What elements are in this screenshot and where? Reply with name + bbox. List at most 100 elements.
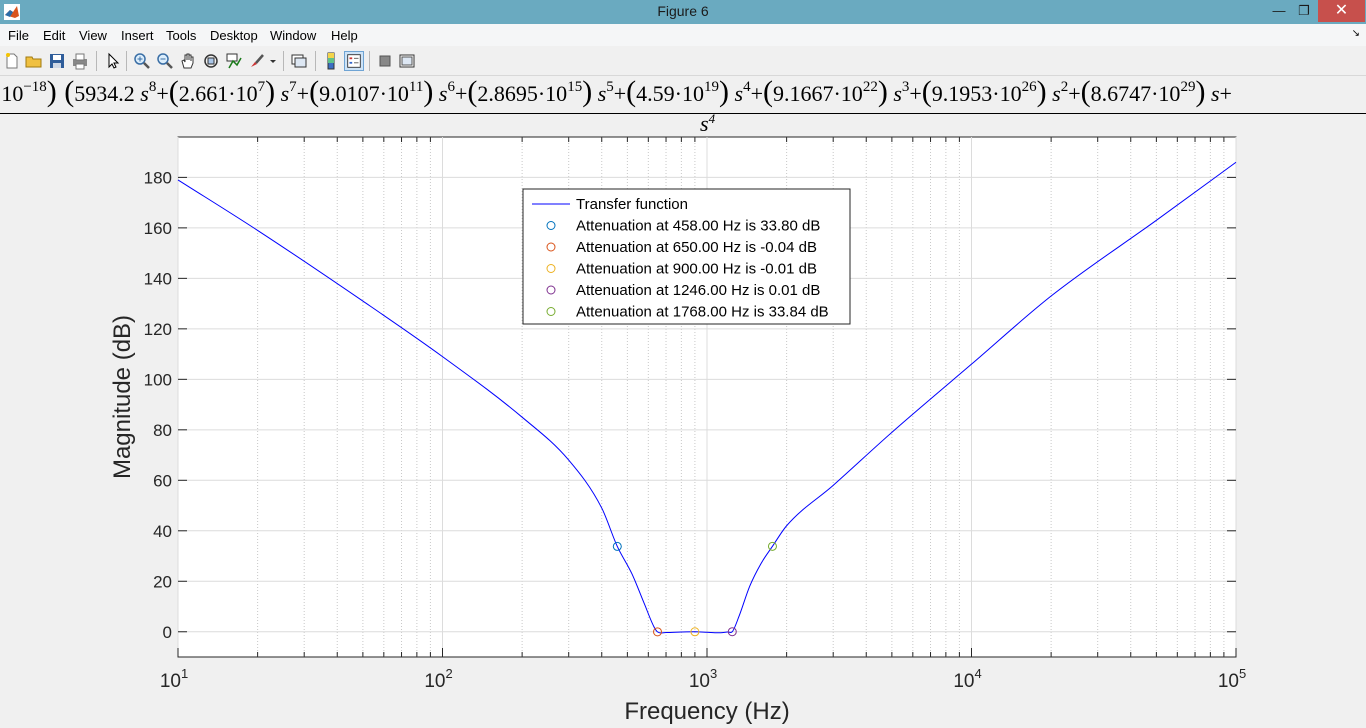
y-tick-label: 20 [153,572,172,591]
legend-marker-swatch [546,307,556,316]
equation-exponent: 6 [447,79,455,95]
attenuation-marker [767,541,777,551]
legend[interactable]: Transfer function Attenuation at 458.00 … [522,188,851,325]
equation-paren: ( [309,75,319,108]
legend-marker-swatch [546,264,556,273]
edit-plot-arrow-icon[interactable] [104,52,122,70]
dock-arrow-icon[interactable]: ↘ [1351,28,1360,39]
print-icon[interactable] [71,52,89,70]
data-cursor-icon[interactable] [225,52,243,70]
equation-variable: s [735,81,744,106]
new-figure-icon[interactable] [3,52,21,70]
y-tick-label: 80 [153,421,172,440]
insert-legend-icon[interactable] [344,51,364,71]
equation-exponent: 7 [289,79,297,95]
pan-hand-icon[interactable] [179,52,197,70]
equation-plus: + [297,81,309,106]
equation-exponent: 8 [149,79,157,95]
equation-coefficient: 5934.2 [74,81,140,106]
axis-ticks [177,137,1237,657]
equation-paren: ( [763,75,773,108]
equation-coefficient: 2.8695·10 [477,81,567,106]
equation-paren: ( [1081,75,1091,108]
equation-exponent: 5 [606,79,614,95]
equation-paren: ( [626,75,636,108]
figure-toolbar [0,46,1366,76]
show-plot-tools-icon[interactable] [398,52,416,70]
y-tick-label: 120 [144,320,172,339]
equation-paren: ) [878,75,888,108]
equation-numerator: ·10−18) (5934.2 s8+(2.661·107) s7+(9.010… [0,75,1232,108]
equation-paren: ) [47,75,57,108]
equation-plus: + [455,81,467,106]
menu-view[interactable]: View [79,28,107,43]
equation-variable: s [893,81,902,106]
x-tick-label: 102 [424,666,452,692]
zoom-out-icon[interactable] [156,52,174,70]
attenuation-marker [690,627,700,637]
equation-exponent: −18 [23,79,46,95]
y-axis-label: Magnitude (dB) [109,315,136,479]
legend-entry-transfer-function: Transfer function [576,196,688,213]
menu-desktop[interactable]: Desktop [210,28,258,43]
equation-paren: ( [57,75,75,108]
legend-entry-attenuation: Attenuation at 1246.00 Hz is 0.01 dB [576,282,820,299]
menu-help[interactable]: Help [331,28,358,43]
equation-exponent: 29 [1180,79,1195,95]
y-tick-label: 180 [144,168,172,187]
window-title: Figure 6 [657,3,709,19]
transfer-function-line[interactable] [177,161,1237,634]
save-icon[interactable] [48,52,66,70]
toolbar-separator [369,51,370,71]
close-button[interactable]: ✕ [1318,0,1365,22]
equation-exponent: 26 [1022,79,1038,95]
equation-coefficient: 2.661·10 [179,81,258,106]
title-equation: ·10−18) (5934.2 s8+(2.661·107) s7+(9.010… [0,75,1232,108]
attenuation-marker [612,541,622,551]
brush-dropdown-icon[interactable] [268,52,278,70]
menu-edit[interactable]: Edit [43,28,66,43]
equation-variable: s [1211,81,1220,106]
equation-exponent: 2 [1061,79,1069,95]
equation-paren: ) [423,75,433,108]
minimize-button[interactable]: — [1272,3,1286,18]
title-bar: Figure 6 — ❐ ✕ [0,0,1366,24]
menu-bar: File Edit View Insert Tools Desktop Wind… [0,24,1366,46]
y-tick-label: 0 [163,623,172,642]
y-tick-label: 160 [144,219,172,238]
x-tick-label: 105 [1218,666,1246,692]
equation-variable: s [1052,81,1061,106]
equation-paren: ) [1037,75,1047,108]
equation-plus: + [614,81,626,106]
legend-entry-attenuation: Attenuation at 458.00 Hz is 33.80 dB [576,218,820,235]
equation-coefficient: 8.6747·10 [1091,81,1181,106]
insert-colorbar-icon[interactable] [322,52,340,70]
major-grid [177,137,1237,657]
equation-coefficient: 9.1953·10 [932,81,1022,106]
menu-tools[interactable]: Tools [166,28,197,43]
menu-insert[interactable]: Insert [121,28,154,43]
zoom-in-icon[interactable] [133,52,151,70]
equation-paren: ( [922,75,932,108]
legend-marker-swatch [546,221,556,230]
menu-file[interactable]: File [8,28,29,43]
link-plot-icon[interactable] [290,52,308,70]
equation-plus: + [909,81,921,106]
brush-icon[interactable] [248,52,266,70]
equation-plus: + [156,81,168,106]
legend-box [522,188,851,325]
restore-button[interactable]: ❐ [1298,3,1310,18]
rotate-3d-icon[interactable] [202,52,220,70]
equation-exponent: 3 [902,79,910,95]
legend-marker-swatch [546,242,556,252]
attenuation-markers [612,541,777,637]
open-file-icon[interactable] [25,52,43,70]
legend-entry-attenuation: Attenuation at 1768.00 Hz is 33.84 dB [576,304,829,321]
hide-plot-tools-icon[interactable] [376,52,394,70]
equation-plus: + [751,81,763,106]
equation-coefficient: 9.0107·10 [319,81,409,106]
y-tick-label: 60 [153,471,172,490]
menu-window[interactable]: Window [270,28,317,43]
equation-variable: s [281,81,290,106]
